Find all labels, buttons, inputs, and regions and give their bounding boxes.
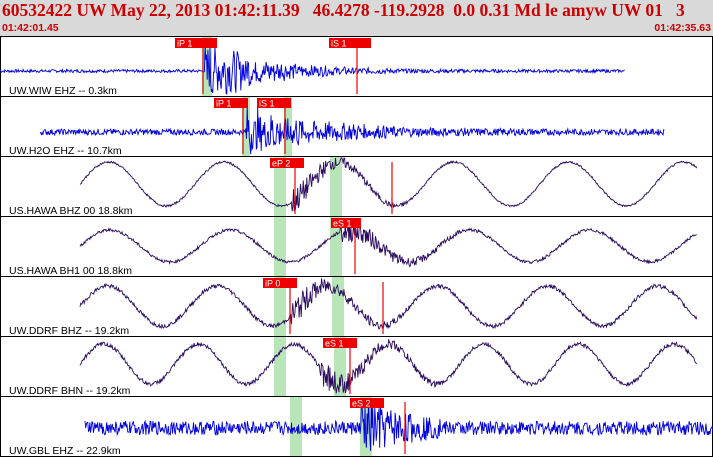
station-label: UW.H2O EHZ -- 10.7km (9, 145, 122, 157)
waveform (79, 278, 698, 330)
start-time-label: 01:42:01.45 (2, 22, 59, 34)
pick-label: iS 1 (259, 99, 275, 109)
trace-row[interactable]: iP 0 UW.DDRF BHZ -- 19.2km (0, 276, 713, 338)
trace-row[interactable]: iP 1 iS 1 UW.H2O EHZ -- 10.7km (0, 96, 713, 158)
pick-label-box[interactable] (350, 398, 384, 408)
pick-window-band (274, 337, 286, 396)
pick-window-band (274, 217, 286, 276)
waveform (79, 157, 698, 212)
waveform (79, 218, 697, 268)
pick-window-band (242, 97, 250, 156)
event-title: 60532422 UW May 22, 2013 01:42:11.39 46.… (2, 0, 685, 20)
pick-label: iS 1 (331, 39, 347, 49)
station-label: UW.GBL EHZ -- 22.9km (9, 445, 121, 457)
pick-window-band (330, 217, 342, 276)
pick-window-band (290, 397, 302, 456)
pick-label-box[interactable] (331, 218, 361, 228)
pick-label-box[interactable] (329, 38, 371, 48)
station-label: UW.DDRF BHZ -- 19.2km (9, 325, 129, 337)
pick-window-band (330, 157, 342, 216)
pick-label-box[interactable] (175, 38, 217, 48)
waveform (0, 42, 625, 95)
trace-row[interactable]: eS 1 US.HAWA BH1 00 18.8km (0, 216, 713, 278)
pick-label: eS 1 (333, 219, 352, 229)
station-label: US.HAWA BHZ 00 18.8km (9, 205, 133, 217)
trace-row[interactable]: eP 2 US.HAWA BHZ 00 18.8km (0, 156, 713, 218)
waveform (79, 339, 698, 394)
station-label: UW.DDRF BHN -- 19.2km (9, 385, 131, 397)
station-label: US.HAWA BH1 00 18.8km (9, 265, 132, 277)
station-label: UW.WIW EHZ -- 0.3km (9, 85, 117, 97)
pick-label-box[interactable] (214, 98, 248, 108)
pick-label-box[interactable] (270, 158, 304, 168)
trace-row[interactable]: eS 2 UW.GBL EHZ -- 22.9km (0, 396, 713, 458)
pick-label-box[interactable] (257, 98, 291, 108)
waveform (39, 104, 665, 155)
pick-label-box[interactable] (263, 278, 297, 288)
trace-row[interactable]: eS 1 UW.DDRF BHN -- 19.2km (0, 336, 713, 398)
event-header: 60532422 UW May 22, 2013 01:42:11.39 46.… (0, 0, 713, 36)
pick-window-band (274, 157, 286, 216)
end-time-label: 01:42:35.63 (654, 22, 711, 34)
pick-label: iP 1 (177, 39, 192, 49)
pick-label: eS 2 (352, 399, 371, 409)
seismogram-panel[interactable]: iP 1 iS 1 UW.WIW EHZ -- 0.3km iP 1 iS 1 UW.H2… (0, 36, 713, 458)
pick-label: iP 0 (265, 279, 280, 289)
pick-label: eP 2 (272, 159, 290, 169)
pick-label: eS 1 (325, 339, 344, 349)
pick-label-box[interactable] (323, 338, 357, 348)
waveform (84, 397, 713, 451)
trace-row[interactable]: iP 1 iS 1 UW.WIW EHZ -- 0.3km (0, 36, 713, 98)
pick-label: iP 1 (216, 99, 231, 109)
